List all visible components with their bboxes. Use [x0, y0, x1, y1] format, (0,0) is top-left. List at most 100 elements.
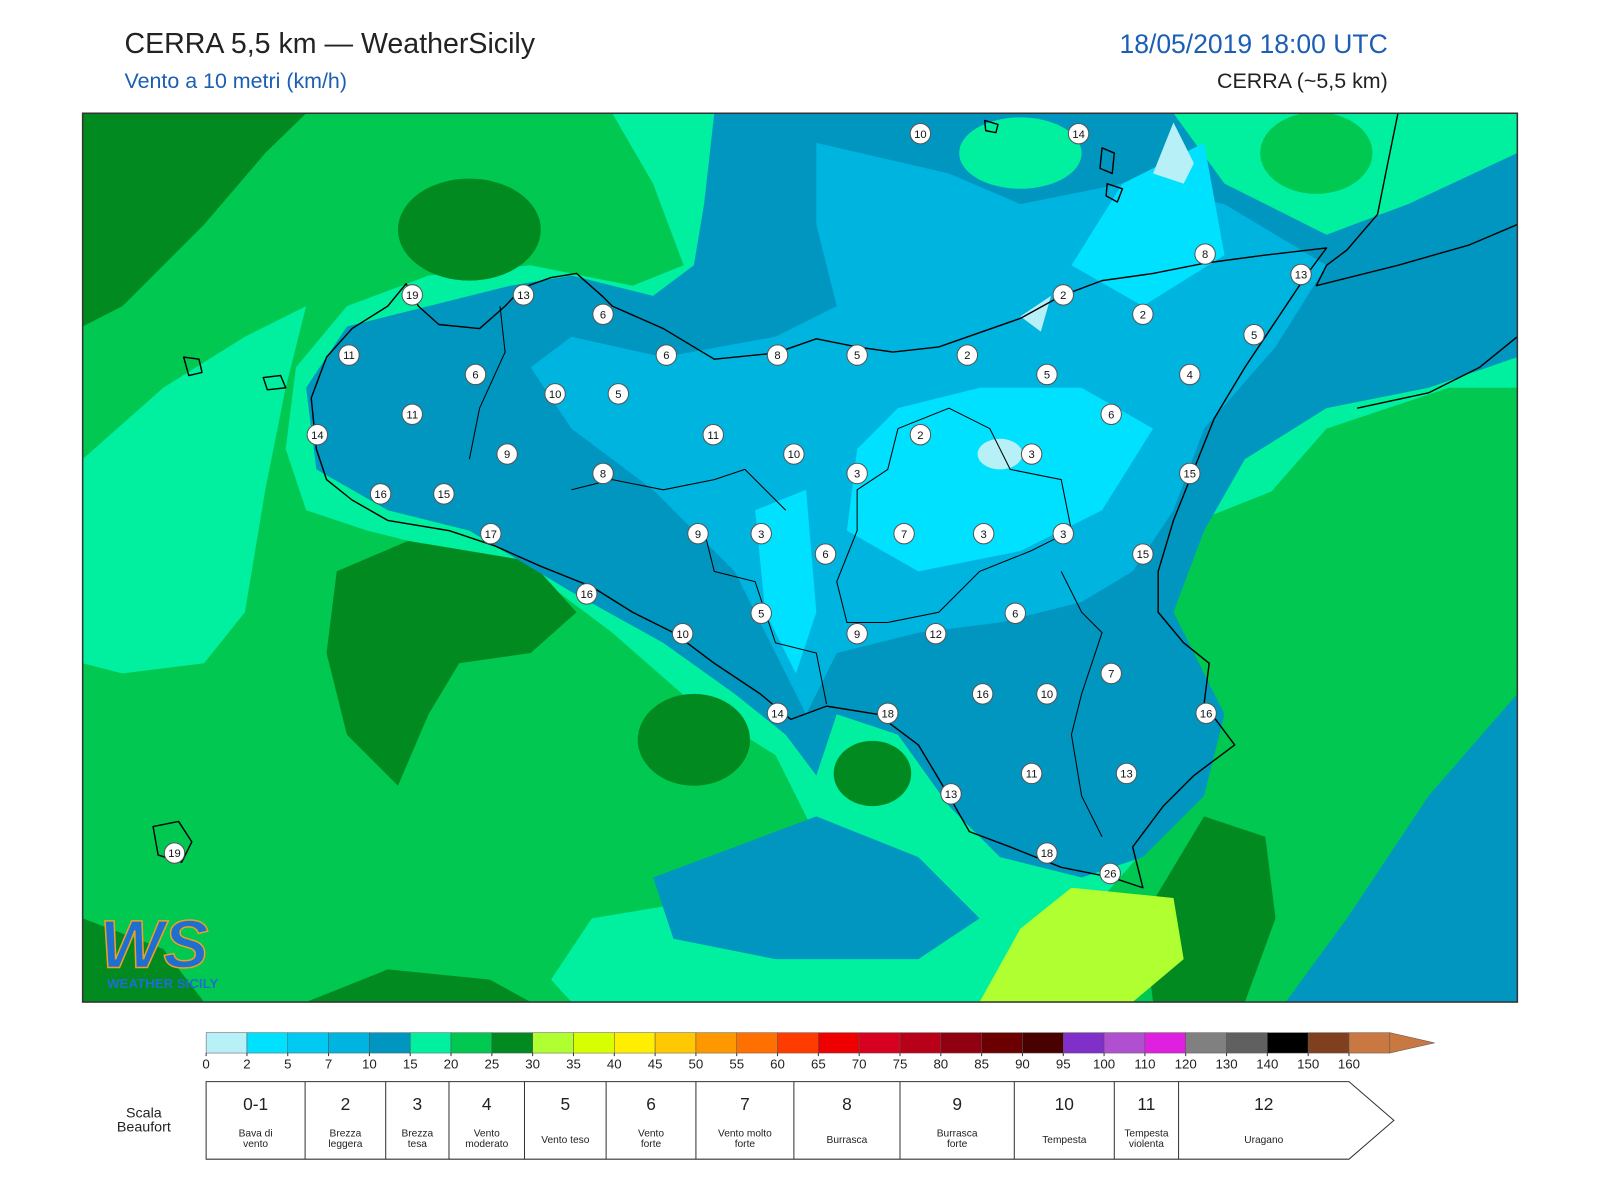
station-value: 8	[1202, 249, 1208, 261]
colorbar-tick-label: 10	[362, 1056, 377, 1071]
field	[833, 740, 912, 807]
field	[977, 438, 1023, 470]
station: 16	[971, 683, 994, 705]
station: 3	[750, 522, 772, 545]
station-marker	[925, 622, 947, 645]
colorbar-tick-label: 80	[933, 1056, 948, 1071]
beaufort-frame	[205, 1081, 1395, 1160]
station: 6	[655, 344, 678, 366]
colorbar-tick-label: 0	[202, 1056, 209, 1071]
colorbar-tick-label: 2	[243, 1056, 250, 1071]
station-value: 6	[472, 370, 478, 382]
colorbar-tick-label: 110	[1134, 1056, 1155, 1071]
colorbar-segment	[1063, 1032, 1105, 1054]
colorbar-segment	[654, 1032, 697, 1054]
colorbar-tick-label: 85	[974, 1056, 989, 1071]
colorbar-tick-label: 75	[893, 1056, 908, 1071]
field	[979, 887, 1184, 1003]
station-value: 11	[707, 430, 719, 442]
colorbar-tick-label: 7	[325, 1056, 332, 1071]
station: 18	[877, 702, 899, 724]
field	[755, 142, 1225, 674]
station: 5	[846, 344, 868, 366]
logo-mark: WS	[100, 907, 209, 982]
station: 19	[163, 842, 186, 864]
station: 10	[671, 622, 694, 645]
beaufort-force: 10	[1055, 1094, 1074, 1114]
station-value: 18	[1041, 848, 1053, 860]
colorbar-segment	[450, 1032, 493, 1054]
field	[82, 918, 531, 1003]
station-value: 4	[1187, 370, 1193, 382]
colorbar-segment	[491, 1032, 533, 1054]
station-value: 3	[981, 529, 987, 541]
colorbar-tick-label: 65	[811, 1056, 826, 1071]
station-value: 7	[1108, 669, 1114, 681]
station: 3	[972, 522, 995, 545]
colorbar-tick-label: 70	[852, 1056, 867, 1071]
colorbar-tick-label: 15	[403, 1056, 418, 1071]
station-marker	[893, 522, 915, 545]
station-value: 10	[1041, 689, 1053, 701]
station-marker	[1243, 323, 1265, 346]
station: 11	[702, 423, 724, 446]
station: 16	[369, 483, 392, 505]
station-marker	[671, 622, 694, 645]
station-marker	[1179, 462, 1201, 485]
station: 6	[464, 363, 487, 386]
colorbar-tick-label: 20	[444, 1056, 459, 1071]
beaufort-force: 5	[560, 1094, 570, 1114]
colorbar-segment	[695, 1032, 737, 1054]
station: 9	[687, 522, 709, 545]
station: 26	[1099, 862, 1121, 885]
beaufort-label: Brezza	[330, 1129, 362, 1140]
station-marker	[1100, 662, 1122, 685]
station: 2	[956, 344, 979, 366]
subtitle: Vento a 10 metri (km/h)	[124, 69, 346, 93]
station-marker	[1115, 762, 1138, 785]
colorbar-segment	[532, 1032, 574, 1054]
colorbar-tick-label: 60	[770, 1056, 785, 1071]
station: 12	[925, 622, 947, 645]
station: 13	[512, 284, 535, 306]
station-value: 6	[600, 309, 606, 321]
field	[637, 693, 750, 786]
beaufort-label: forte	[735, 1139, 756, 1150]
station-marker	[940, 783, 962, 805]
station-marker	[1179, 363, 1201, 386]
station-marker	[1036, 683, 1058, 705]
colorbar-segment	[246, 1032, 289, 1054]
beaufort-label: Tempesta	[1124, 1129, 1169, 1140]
colorbar-segment	[287, 1032, 329, 1054]
colorbar-segment	[818, 1032, 860, 1054]
station-value: 2	[917, 430, 923, 442]
colorbar-segment	[614, 1032, 656, 1054]
station: 11	[1020, 762, 1043, 785]
station-marker	[1132, 303, 1154, 325]
station-value: 26	[1104, 869, 1116, 881]
station-value: 6	[663, 350, 669, 362]
station-value: 3	[854, 469, 860, 481]
station-value: 13	[517, 290, 529, 302]
field	[82, 113, 307, 327]
station: 11	[338, 344, 360, 366]
colorbar-tick-label: 25	[484, 1056, 499, 1071]
station-value: 5	[758, 608, 764, 620]
station-value: 15	[1184, 469, 1196, 481]
station-marker	[1195, 702, 1217, 724]
station-marker	[592, 303, 614, 325]
coastline	[1315, 113, 1518, 409]
station-value: 11	[1026, 769, 1038, 781]
beaufort-label: Tempesta	[1042, 1135, 1087, 1146]
station-marker	[607, 383, 630, 405]
datetime: 18/05/2019 18:00 UTC	[1119, 29, 1387, 59]
colorbar-tick-label: 120	[1175, 1056, 1197, 1071]
title: CERRA 5,5 km — WeatherSicily	[124, 28, 535, 60]
station-marker	[750, 602, 772, 624]
station-value: 16	[1200, 708, 1212, 720]
colorbar-tick-label: 35	[566, 1056, 581, 1071]
beaufort-label: Vento	[638, 1129, 664, 1140]
station-value: 6	[822, 549, 828, 561]
station-marker	[592, 462, 614, 485]
